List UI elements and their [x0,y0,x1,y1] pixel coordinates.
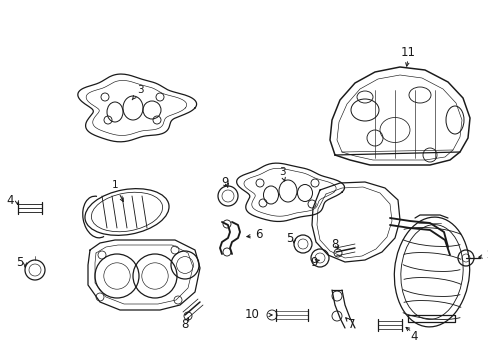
Text: 8: 8 [331,238,338,251]
Text: 11: 11 [400,45,415,58]
Text: 4: 4 [409,330,417,343]
Text: 2: 2 [478,250,488,260]
Text: 10: 10 [244,309,260,321]
Text: 9: 9 [221,175,228,189]
Text: 4: 4 [6,194,14,207]
Text: 1: 1 [111,180,123,202]
Text: 3: 3 [132,85,143,100]
Text: 5: 5 [286,231,293,244]
Text: 3: 3 [278,167,285,181]
Text: 5: 5 [16,256,23,270]
Text: 7: 7 [347,319,355,332]
Text: 9: 9 [309,256,317,269]
Text: 6: 6 [254,229,262,242]
Text: 8: 8 [181,319,188,332]
